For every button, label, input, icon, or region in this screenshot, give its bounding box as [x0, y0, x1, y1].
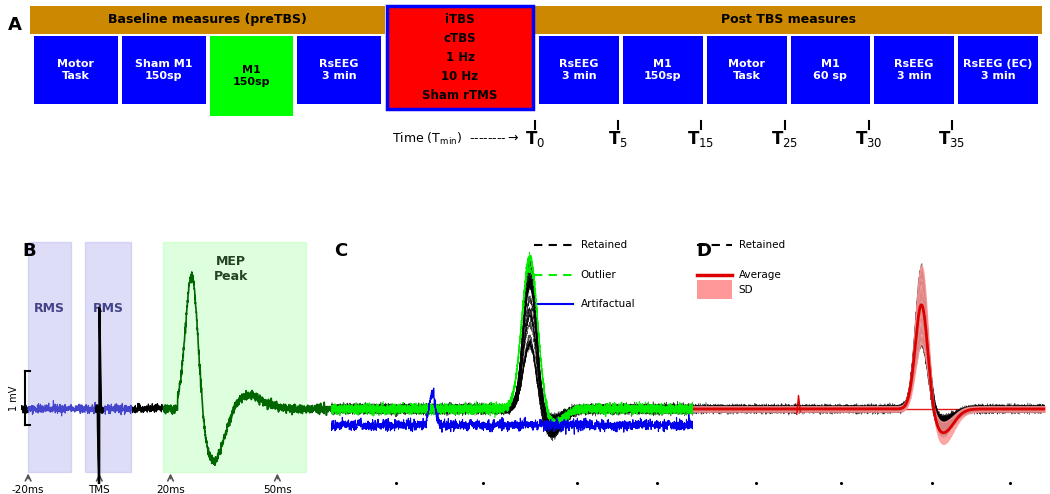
Bar [28, 242, 70, 472]
Text: T$_{25}$: T$_{25}$ [772, 129, 799, 149]
Text: 20ms: 20ms [156, 485, 185, 494]
Text: A: A [8, 16, 22, 34]
Text: Baseline measures (preTBS): Baseline measures (preTBS) [108, 13, 307, 27]
Text: M1
150sp: M1 150sp [233, 65, 270, 87]
Text: 50ms: 50ms [262, 485, 292, 494]
Text: Post TBS measures: Post TBS measures [721, 13, 856, 27]
Bar [875, 36, 954, 104]
Text: T$_{15}$: T$_{15}$ [688, 129, 715, 149]
Bar [696, 280, 732, 299]
Text: 1 mV: 1 mV [9, 385, 19, 411]
Text: Motor
Task: Motor Task [58, 59, 94, 81]
Text: T$_5$: T$_5$ [608, 129, 628, 149]
Bar [164, 242, 306, 472]
Text: C: C [334, 243, 348, 260]
Bar [791, 36, 870, 104]
Bar [707, 36, 786, 104]
Text: T$_{30}$: T$_{30}$ [856, 129, 883, 149]
Text: D: D [696, 243, 712, 260]
Text: RMS: RMS [92, 302, 124, 315]
Text: iTBS
cTBS
1 Hz
10 Hz
Sham rTMS: iTBS cTBS 1 Hz 10 Hz Sham rTMS [422, 13, 498, 102]
Text: Artifactual: Artifactual [581, 299, 635, 309]
Bar [34, 36, 118, 104]
Bar [122, 36, 206, 104]
Text: Sham M1
150sp: Sham M1 150sp [134, 59, 192, 81]
Text: T$_0$: T$_0$ [525, 129, 545, 149]
Text: Time (T$_\mathregular{min}$)  --------$\rightarrow$: Time (T$_\mathregular{min}$) --------$\r… [392, 131, 520, 147]
Text: RsEEG (EC)
3 min: RsEEG (EC) 3 min [964, 59, 1033, 81]
Text: B: B [23, 243, 37, 260]
Bar [85, 242, 131, 472]
Text: Retained: Retained [739, 240, 784, 250]
Text: SD: SD [739, 285, 753, 295]
Bar [387, 6, 533, 109]
Text: RsEEG
3 min: RsEEG 3 min [319, 59, 359, 81]
Text: RsEEG
3 min: RsEEG 3 min [560, 59, 598, 81]
Bar [30, 6, 385, 34]
Text: T$_{35}$: T$_{35}$ [939, 129, 966, 149]
Bar [623, 36, 702, 104]
Bar [297, 36, 381, 104]
Text: RMS: RMS [34, 302, 65, 315]
Text: Retained: Retained [581, 240, 627, 250]
Text: RsEEG
3 min: RsEEG 3 min [895, 59, 934, 81]
Text: Outlier: Outlier [581, 270, 616, 280]
Text: MEP
Peak: MEP Peak [214, 255, 248, 283]
Bar [959, 36, 1038, 104]
Bar [536, 6, 1042, 34]
Text: -20ms: -20ms [12, 485, 44, 494]
Bar [539, 36, 618, 104]
Text: Motor
Task: Motor Task [728, 59, 765, 81]
Text: M1
60 sp: M1 60 sp [814, 59, 847, 81]
Text: M1
150sp: M1 150sp [644, 59, 681, 81]
Text: Average: Average [739, 270, 781, 280]
Bar [210, 36, 293, 116]
Text: TMS: TMS [88, 485, 110, 494]
